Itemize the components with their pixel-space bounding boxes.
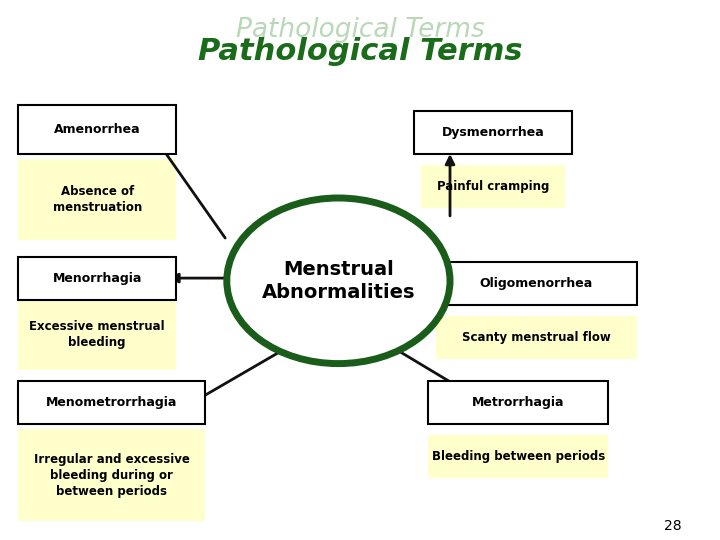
Text: Absence of
menstruation: Absence of menstruation (53, 185, 142, 214)
FancyBboxPatch shape (414, 111, 572, 154)
Text: Bleeding between periods: Bleeding between periods (432, 450, 605, 463)
FancyBboxPatch shape (18, 159, 176, 240)
Text: 28: 28 (665, 519, 682, 534)
FancyBboxPatch shape (428, 381, 608, 424)
Text: Menometrorrhagia: Menometrorrhagia (46, 396, 177, 409)
Text: Amenorrhea: Amenorrhea (54, 123, 140, 136)
Text: Menstrual
Abnormalities: Menstrual Abnormalities (261, 260, 415, 302)
Ellipse shape (227, 198, 450, 363)
Text: Painful cramping: Painful cramping (437, 180, 549, 193)
FancyBboxPatch shape (18, 105, 176, 154)
Text: Irregular and excessive
bleeding during or
between periods: Irregular and excessive bleeding during … (34, 453, 189, 498)
Text: Oligomenorrhea: Oligomenorrhea (480, 277, 593, 290)
FancyBboxPatch shape (18, 429, 205, 521)
FancyBboxPatch shape (18, 256, 176, 300)
FancyBboxPatch shape (436, 262, 637, 305)
FancyBboxPatch shape (436, 316, 637, 359)
Text: Scanty menstrual flow: Scanty menstrual flow (462, 331, 611, 344)
Text: Pathological Terms: Pathological Terms (235, 17, 485, 43)
Text: Excessive menstrual
bleeding: Excessive menstrual bleeding (30, 320, 165, 349)
FancyBboxPatch shape (18, 381, 205, 424)
FancyBboxPatch shape (421, 165, 565, 208)
Text: Metrorrhagia: Metrorrhagia (472, 396, 564, 409)
Text: Dysmenorrhea: Dysmenorrhea (442, 126, 544, 139)
FancyBboxPatch shape (18, 300, 176, 370)
Text: Menorrhagia: Menorrhagia (53, 272, 142, 285)
Text: Pathological Terms: Pathological Terms (198, 37, 522, 66)
FancyBboxPatch shape (428, 435, 608, 478)
